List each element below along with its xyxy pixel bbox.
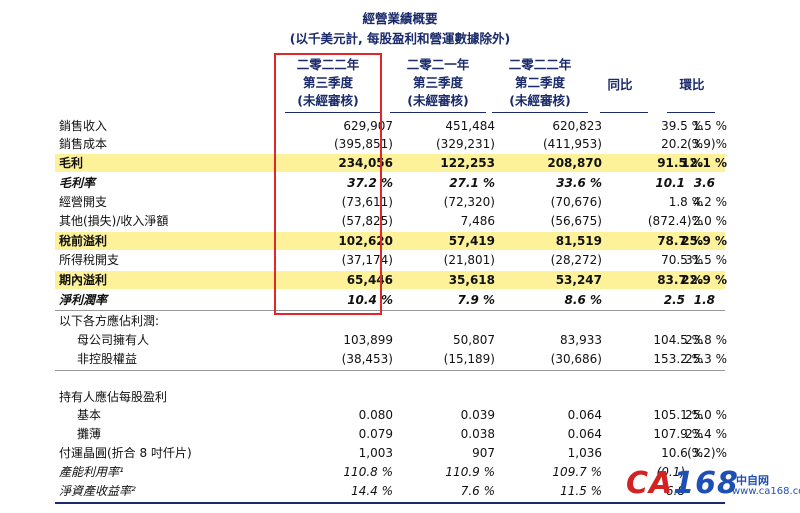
table-row: 非控股權益 (38,453) (15,189) (30,686) 153.2 % 25.… [77, 352, 727, 366]
logo-subtitle: 中自网 [736, 474, 769, 487]
section-divider [55, 370, 725, 371]
logo-url: www.ca168.com [732, 486, 800, 497]
col-header-q2-2022: 二零二二年 第二季度 (未經審核) [508, 57, 572, 108]
table-row: 以下各方應佔利潤: [59, 314, 160, 328]
table-row: 母公司擁有人 103,899 50,807 83,933 104.5 % 23.8 % [77, 333, 727, 347]
table-row-highlight: 期內溢利 65,446 35,618 53,247 83.7 % 22.9 % [55, 271, 727, 289]
table-row: 攤薄 0.079 0.038 0.064 107.9 % 23.4 % [77, 427, 727, 441]
header-rule [285, 112, 381, 113]
header-rule [492, 112, 588, 113]
col-header-yoy: 同比 [607, 77, 633, 92]
table-row: 經營開支 (73,611) (72,320) (70,676) 1.8 % 4.2 % [59, 195, 727, 209]
table-row: 其他(損失)/收入淨額 (57,825) 7,486 (56,675) (872.4)… [59, 214, 727, 228]
table-row: 淨利潤率 10.4 % 7.9 % 8.6 % 2.5 1.8 [59, 293, 715, 307]
table-row-highlight: 稅前溢利 102,620 57,419 81,519 78.7 % 25.9 % [55, 232, 727, 250]
table-bottom-rule [55, 502, 725, 504]
table-row: 基本 0.080 0.039 0.064 105.1 % 25.0 % [77, 408, 727, 422]
highlight-box [274, 53, 382, 315]
header-rule [600, 112, 648, 113]
table-subtitle: (以千美元計, 每股盈利和營運數據除外) [289, 31, 511, 46]
header-rule [390, 112, 486, 113]
watermark-logo: CA168 中自网 www.ca168.com [616, 464, 800, 508]
table-row: 持有人應佔每股盈利 [59, 390, 168, 404]
table-row: 銷售收入 629,907 451,484 620,823 39.5 % 1.5 % [59, 119, 727, 133]
table-row: 所得稅開支 (37,174) (21,801) (28,272) 70.5 % 31.5… [59, 253, 727, 267]
section-divider [55, 310, 725, 311]
table-row: 毛利率 37.2 % 27.1 % 33.6 % 10.1 3.6 [59, 176, 715, 190]
table-row: 淨資產收益率² 14.4 % 7.6 % 11.5 % 6.8 [59, 484, 685, 498]
table-row: 銷售成本 (395,851) (329,231) (411,953) 20.2 % (3… [59, 137, 727, 151]
col-header-q3-2021: 二零二一年 第三季度 (未經審核) [406, 57, 470, 108]
col-header-q3-2022: 二零二二年 第三季度 (未經審核) [296, 57, 360, 108]
table-title: 經營業績概要 [362, 11, 438, 26]
table-row: 付運晶圓(折合 8 吋仟片) 1,003 907 1,036 10.6 % (3.2)% [59, 446, 727, 460]
table-row-highlight: 毛利 234,056 122,253 208,870 91.5 % 12.1 % [55, 154, 727, 172]
table-row: 產能利用率¹ 110.8 % 110.9 % 109.7 % (0.1) [59, 465, 685, 479]
logo-brand: CA168 [626, 466, 739, 501]
header-rule [667, 112, 715, 113]
col-header-qoq: 環比 [679, 77, 705, 92]
